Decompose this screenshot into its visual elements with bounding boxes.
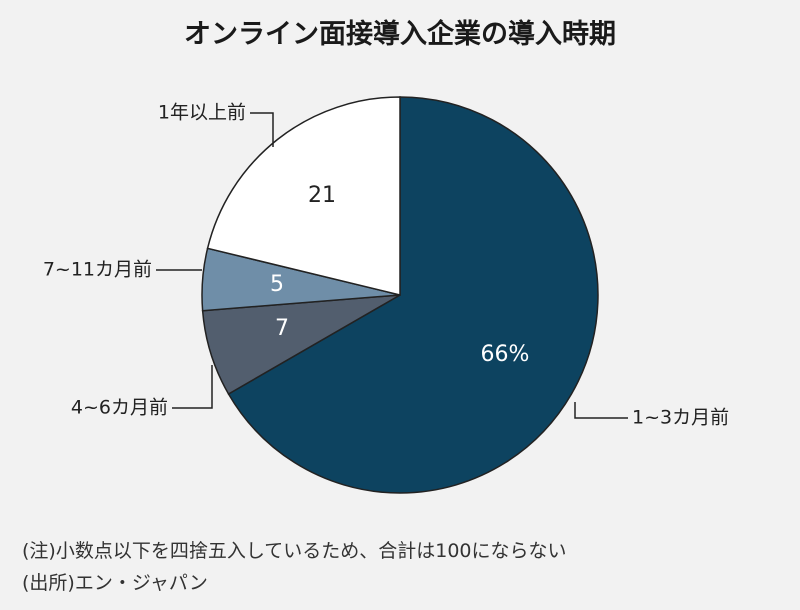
slice-value-label: 5 <box>270 272 284 297</box>
leader-line-2 <box>172 365 213 409</box>
slice-category-label: 1~3カ月前 <box>632 407 729 429</box>
slice-category-label: 1年以上前 <box>158 102 246 124</box>
footnote: (注)小数点以下を四捨五入しているため、合計は100にならない <box>22 540 567 562</box>
pie-slice-4 <box>206 96 401 296</box>
pie-slice-1 <box>227 96 599 494</box>
source-note: (出所)エン・ジャパン <box>22 572 208 594</box>
slice-category-label: 7~11カ月前 <box>43 259 152 281</box>
chart-title: オンライン面接導入企業の導入時期 <box>184 19 616 50</box>
slice-value-label: 66% <box>481 342 530 367</box>
slice-value-label: 21 <box>308 183 336 208</box>
leader-line-1 <box>574 402 628 419</box>
slice-category-label: 4~6カ月前 <box>71 397 168 419</box>
slice-value-label: 7 <box>275 316 289 341</box>
leader-line-4 <box>250 112 274 147</box>
